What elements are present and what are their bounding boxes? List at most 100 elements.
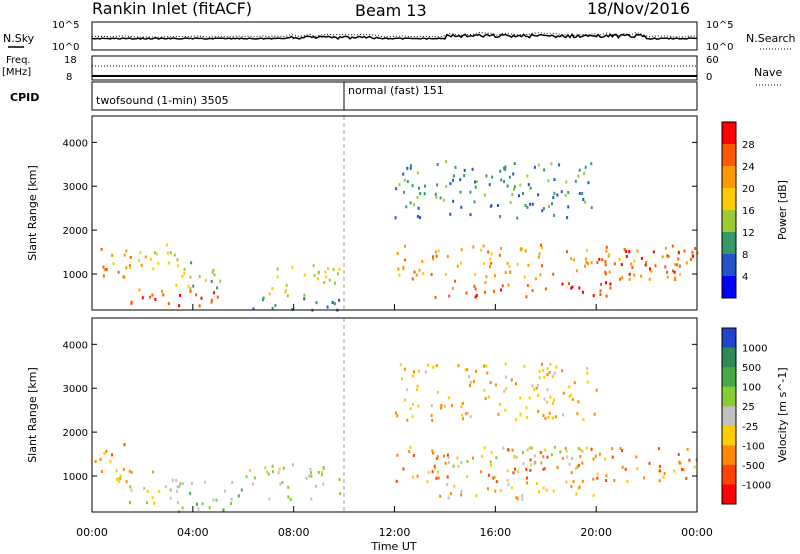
data-cell [523,364,526,368]
data-cell [677,251,680,255]
data-cell [509,270,511,274]
data-cell [474,295,477,299]
data-cell [508,175,511,179]
data-cell [503,180,505,184]
data-cell [640,256,643,260]
data-cell [268,497,271,501]
data-cell [143,486,146,490]
data-cell [409,445,412,449]
data-cell [100,470,103,473]
data-cell [494,475,497,479]
data-cell [565,180,568,184]
data-cell [553,191,556,195]
data-cell [460,248,463,252]
data-cell [161,289,163,293]
data-cell [643,476,646,480]
data-cell [437,470,439,474]
data-cell [541,362,543,366]
data-cell [482,244,485,248]
colorbar-swatch [722,367,736,388]
data-cell [419,216,421,220]
colorbar-swatch [722,425,736,446]
data-cell [566,216,569,220]
data-cell [469,190,472,194]
data-cell [334,281,336,285]
data-cell [529,186,532,190]
colorbar-tick-label: 1000 [742,344,767,355]
data-cell [445,184,448,188]
data-cell [435,364,438,368]
data-cell [484,397,487,401]
data-cell [630,262,633,266]
data-cell [552,402,554,405]
data-cell [543,168,546,172]
data-cell [474,180,476,184]
data-cell [303,297,306,301]
data-cell [577,447,580,450]
data-cell [578,286,581,290]
data-cell [546,400,549,404]
data-cell [595,388,598,392]
data-cell [568,282,570,285]
data-cell [585,446,588,450]
data-cell [504,165,507,169]
data-cell [465,412,468,416]
data-cell [451,286,454,290]
data-cell [503,389,506,393]
data-cell [309,467,312,471]
data-cell [607,254,610,258]
data-cell [440,406,443,410]
data-cell [409,407,412,411]
data-cell [435,476,438,480]
data-cell [182,482,184,486]
data-cell [542,467,545,471]
data-cell [164,485,167,489]
y-tick-label: 4000 [63,340,88,351]
data-cell [403,178,406,182]
data-cell [176,485,179,489]
data-cell [619,446,622,450]
data-cell [516,216,519,220]
data-cell [546,455,549,459]
x-tick-label: 08:00 [278,526,310,539]
data-cell [138,288,141,292]
data-cell [158,489,161,493]
data-cell [526,205,529,209]
data-cell [677,453,680,456]
data-cell [570,485,573,489]
data-cell [403,367,406,371]
data-cell [459,190,462,194]
data-cell [590,447,593,451]
data-cell [267,472,270,476]
data-cell [424,370,427,374]
data-cell [198,304,201,308]
data-cell [566,455,569,459]
data-cell [502,446,505,450]
data-cell [570,393,573,397]
data-cell [578,485,581,489]
data-cell [395,187,398,191]
data-cell [567,191,570,194]
data-cell [516,262,519,266]
data-cell [325,275,328,279]
data-cell [546,367,549,370]
station-title: Rankin Inlet (fitACF) [92,0,252,18]
data-cell [605,249,608,253]
colorbar-tick-label: -25 [742,422,758,433]
data-cell [489,381,492,385]
data-cell [508,264,511,268]
data-cell [499,215,502,219]
data-cell [152,267,155,271]
data-cell [691,250,694,254]
data-cell [578,463,580,467]
data-cell [461,413,463,417]
data-cell [636,467,639,470]
data-cell [497,412,500,416]
data-cell [565,449,568,453]
noise-sky-line [91,33,698,41]
data-cell [475,294,478,297]
data-cell [495,456,498,460]
data-cell [678,264,681,268]
data-cell [395,479,398,483]
data-cell [320,473,323,477]
